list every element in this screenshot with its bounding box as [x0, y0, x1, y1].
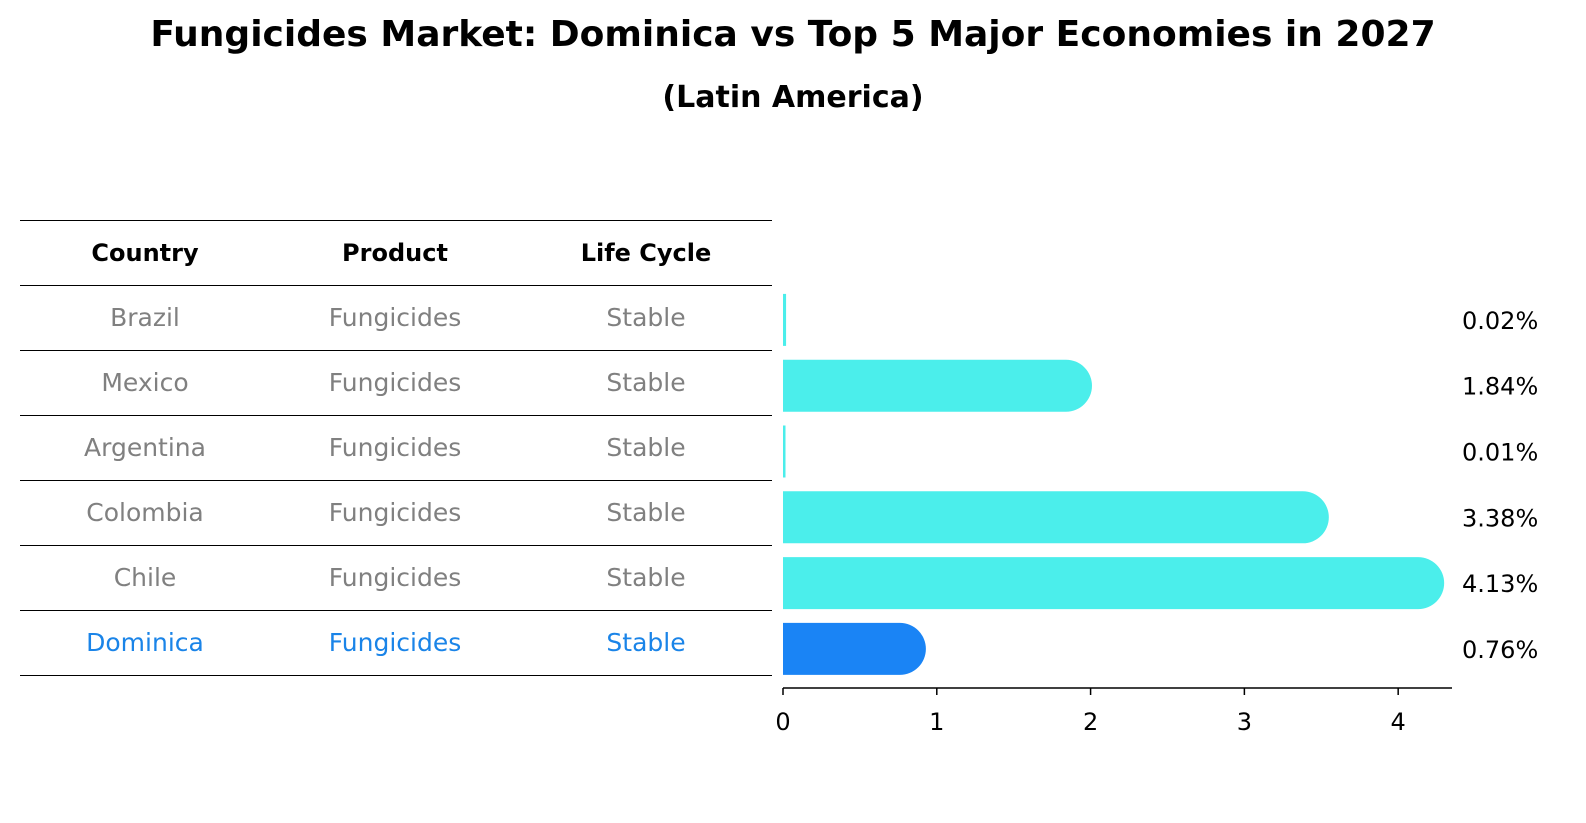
value-label-chile: 4.13% — [1462, 570, 1538, 598]
data-table: Country Product Life Cycle Brazil Fungic… — [20, 220, 772, 676]
x-tick-label: 2 — [1083, 708, 1098, 736]
cell-life-cycle: Stable — [606, 563, 686, 592]
cell-country: Argentina — [84, 433, 206, 462]
cell-product: Fungicides — [328, 563, 462, 592]
header-country: Country — [91, 239, 199, 267]
cell-life-cycle: Stable — [606, 368, 686, 397]
cell-product: Fungicides — [328, 628, 462, 657]
value-label-mexico: 1.84% — [1462, 373, 1538, 401]
bar-brazil — [783, 293, 787, 346]
chart-subtitle: (Latin America) — [662, 80, 924, 115]
cell-life-cycle: Stable — [606, 498, 686, 527]
chart-title: Fungicides Market: Dominica vs Top 5 Maj… — [150, 14, 1436, 55]
value-label-argentina: 0.01% — [1462, 439, 1538, 467]
cell-product: Fungicides — [328, 303, 462, 332]
cell-country: Colombia — [86, 498, 204, 527]
x-tick-label: 0 — [775, 708, 790, 736]
bar-dominica — [783, 622, 926, 675]
value-label-brazil: 0.02% — [1462, 307, 1538, 335]
table-header-row: Country Product Life Cycle — [20, 220, 772, 285]
table-row: Argentina Fungicides Stable — [20, 415, 772, 480]
cell-product: Fungicides — [328, 498, 462, 527]
cell-product: Fungicides — [328, 368, 462, 397]
cell-country: Dominica — [86, 628, 204, 657]
x-tick-label: 3 — [1237, 708, 1252, 736]
table-row: Chile Fungicides Stable — [20, 545, 772, 610]
cell-country: Chile — [113, 563, 177, 592]
header-product: Product — [342, 239, 448, 267]
bar-colombia — [783, 491, 1329, 544]
table-row: Mexico Fungicides Stable — [20, 350, 772, 415]
bar-mexico — [783, 359, 1092, 412]
x-tick-label: 4 — [1391, 708, 1406, 736]
table-row: Colombia Fungicides Stable — [20, 480, 772, 545]
value-label-colombia: 3.38% — [1462, 504, 1538, 532]
value-label-dominica: 0.76% — [1462, 636, 1538, 664]
cell-country: Mexico — [101, 368, 189, 397]
bar-argentina — [783, 425, 786, 478]
x-tick-label: 1 — [929, 708, 944, 736]
bar-chile — [783, 557, 1445, 610]
table-row: Brazil Fungicides Stable — [20, 285, 772, 350]
header-life-cycle: Life Cycle — [580, 239, 712, 267]
cell-life-cycle: Stable — [606, 433, 686, 462]
cell-country: Brazil — [110, 303, 180, 332]
cell-product: Fungicides — [328, 433, 462, 462]
cell-life-cycle: Stable — [606, 628, 686, 657]
cell-life-cycle: Stable — [606, 303, 686, 332]
table-row-highlight: Dominica Fungicides Stable — [20, 610, 772, 676]
